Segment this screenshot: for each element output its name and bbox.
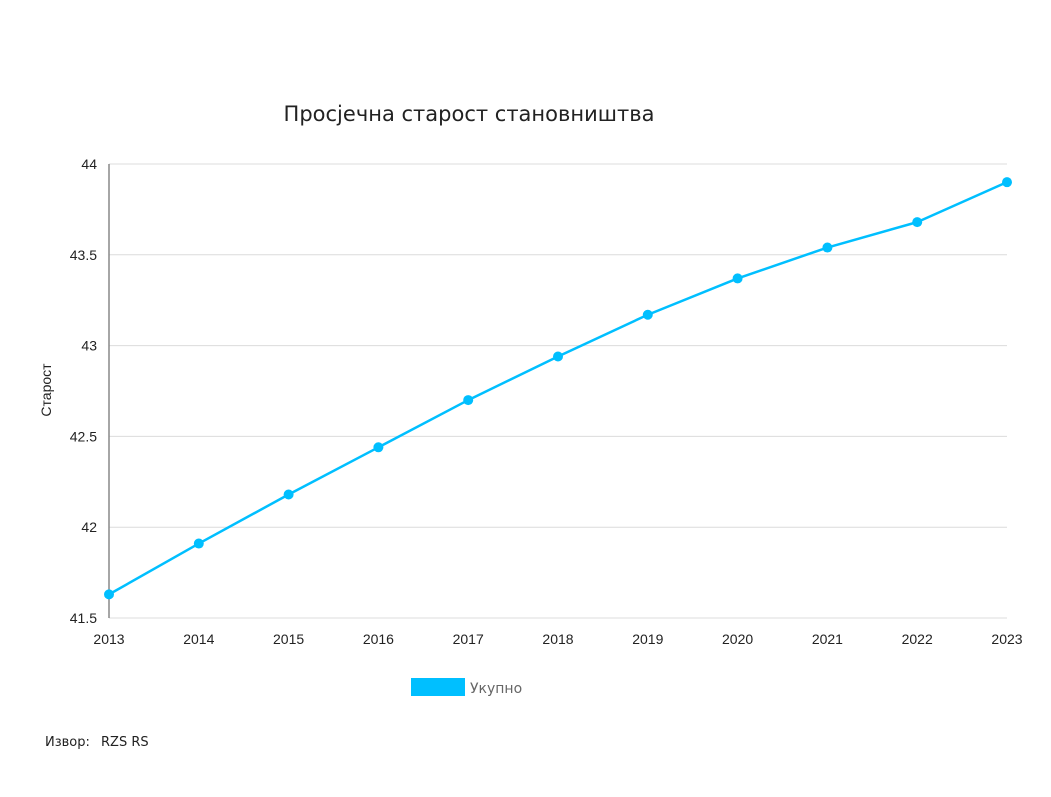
x-tick-label: 2021 — [812, 631, 843, 647]
data-point[interactable] — [1002, 177, 1012, 188]
legend-swatch — [411, 678, 465, 696]
data-point[interactable] — [912, 217, 923, 228]
source-value: RZS RS — [101, 735, 149, 750]
y-tick-label: 44 — [81, 156, 97, 172]
data-point[interactable] — [732, 273, 743, 284]
x-tick-label: 2019 — [632, 631, 663, 647]
y-tick-label: 43.5 — [70, 247, 97, 263]
y-tick-label: 41.5 — [70, 610, 97, 626]
legend[interactable]: Укупно — [411, 678, 522, 697]
data-point[interactable] — [642, 309, 653, 320]
y-tick-label: 42 — [81, 519, 97, 535]
source-note: Извор: RZS RS — [45, 735, 149, 750]
x-tick-label: 2015 — [273, 631, 304, 647]
x-tick-label: 2016 — [363, 631, 394, 647]
data-point[interactable] — [283, 489, 294, 500]
series-layer — [104, 177, 1012, 600]
y-tick-labels: 41.5 42 42.5 43 43.5 44 — [70, 156, 97, 626]
grid-lines — [109, 163, 1007, 619]
x-tick-label: 2018 — [542, 631, 573, 647]
x-tick-label: 2013 — [93, 631, 124, 647]
y-tick-label: 43 — [81, 338, 97, 354]
x-tick-label: 2014 — [183, 631, 214, 647]
data-point[interactable] — [553, 351, 563, 362]
data-point[interactable] — [104, 589, 114, 600]
legend-label: Укупно — [470, 681, 522, 697]
x-tick-label: 2023 — [991, 631, 1022, 647]
chart-title: Просјечна старост становништва — [284, 102, 655, 126]
x-tick-label: 2017 — [453, 631, 484, 647]
x-tick-labels: 2013 2014 2015 2016 2017 2018 2019 2020 2021 2022… — [93, 631, 1022, 647]
data-point[interactable] — [463, 395, 474, 406]
source-label: Извор: — [45, 735, 90, 750]
data-point[interactable] — [193, 538, 204, 549]
data-point[interactable] — [822, 242, 833, 253]
y-axis-title: Старост — [38, 363, 54, 417]
y-tick-label: 42.5 — [70, 428, 97, 444]
series-line — [108, 181, 1008, 596]
x-tick-label: 2020 — [722, 631, 753, 647]
x-tick-label: 2022 — [902, 631, 933, 647]
data-point[interactable] — [373, 442, 384, 453]
